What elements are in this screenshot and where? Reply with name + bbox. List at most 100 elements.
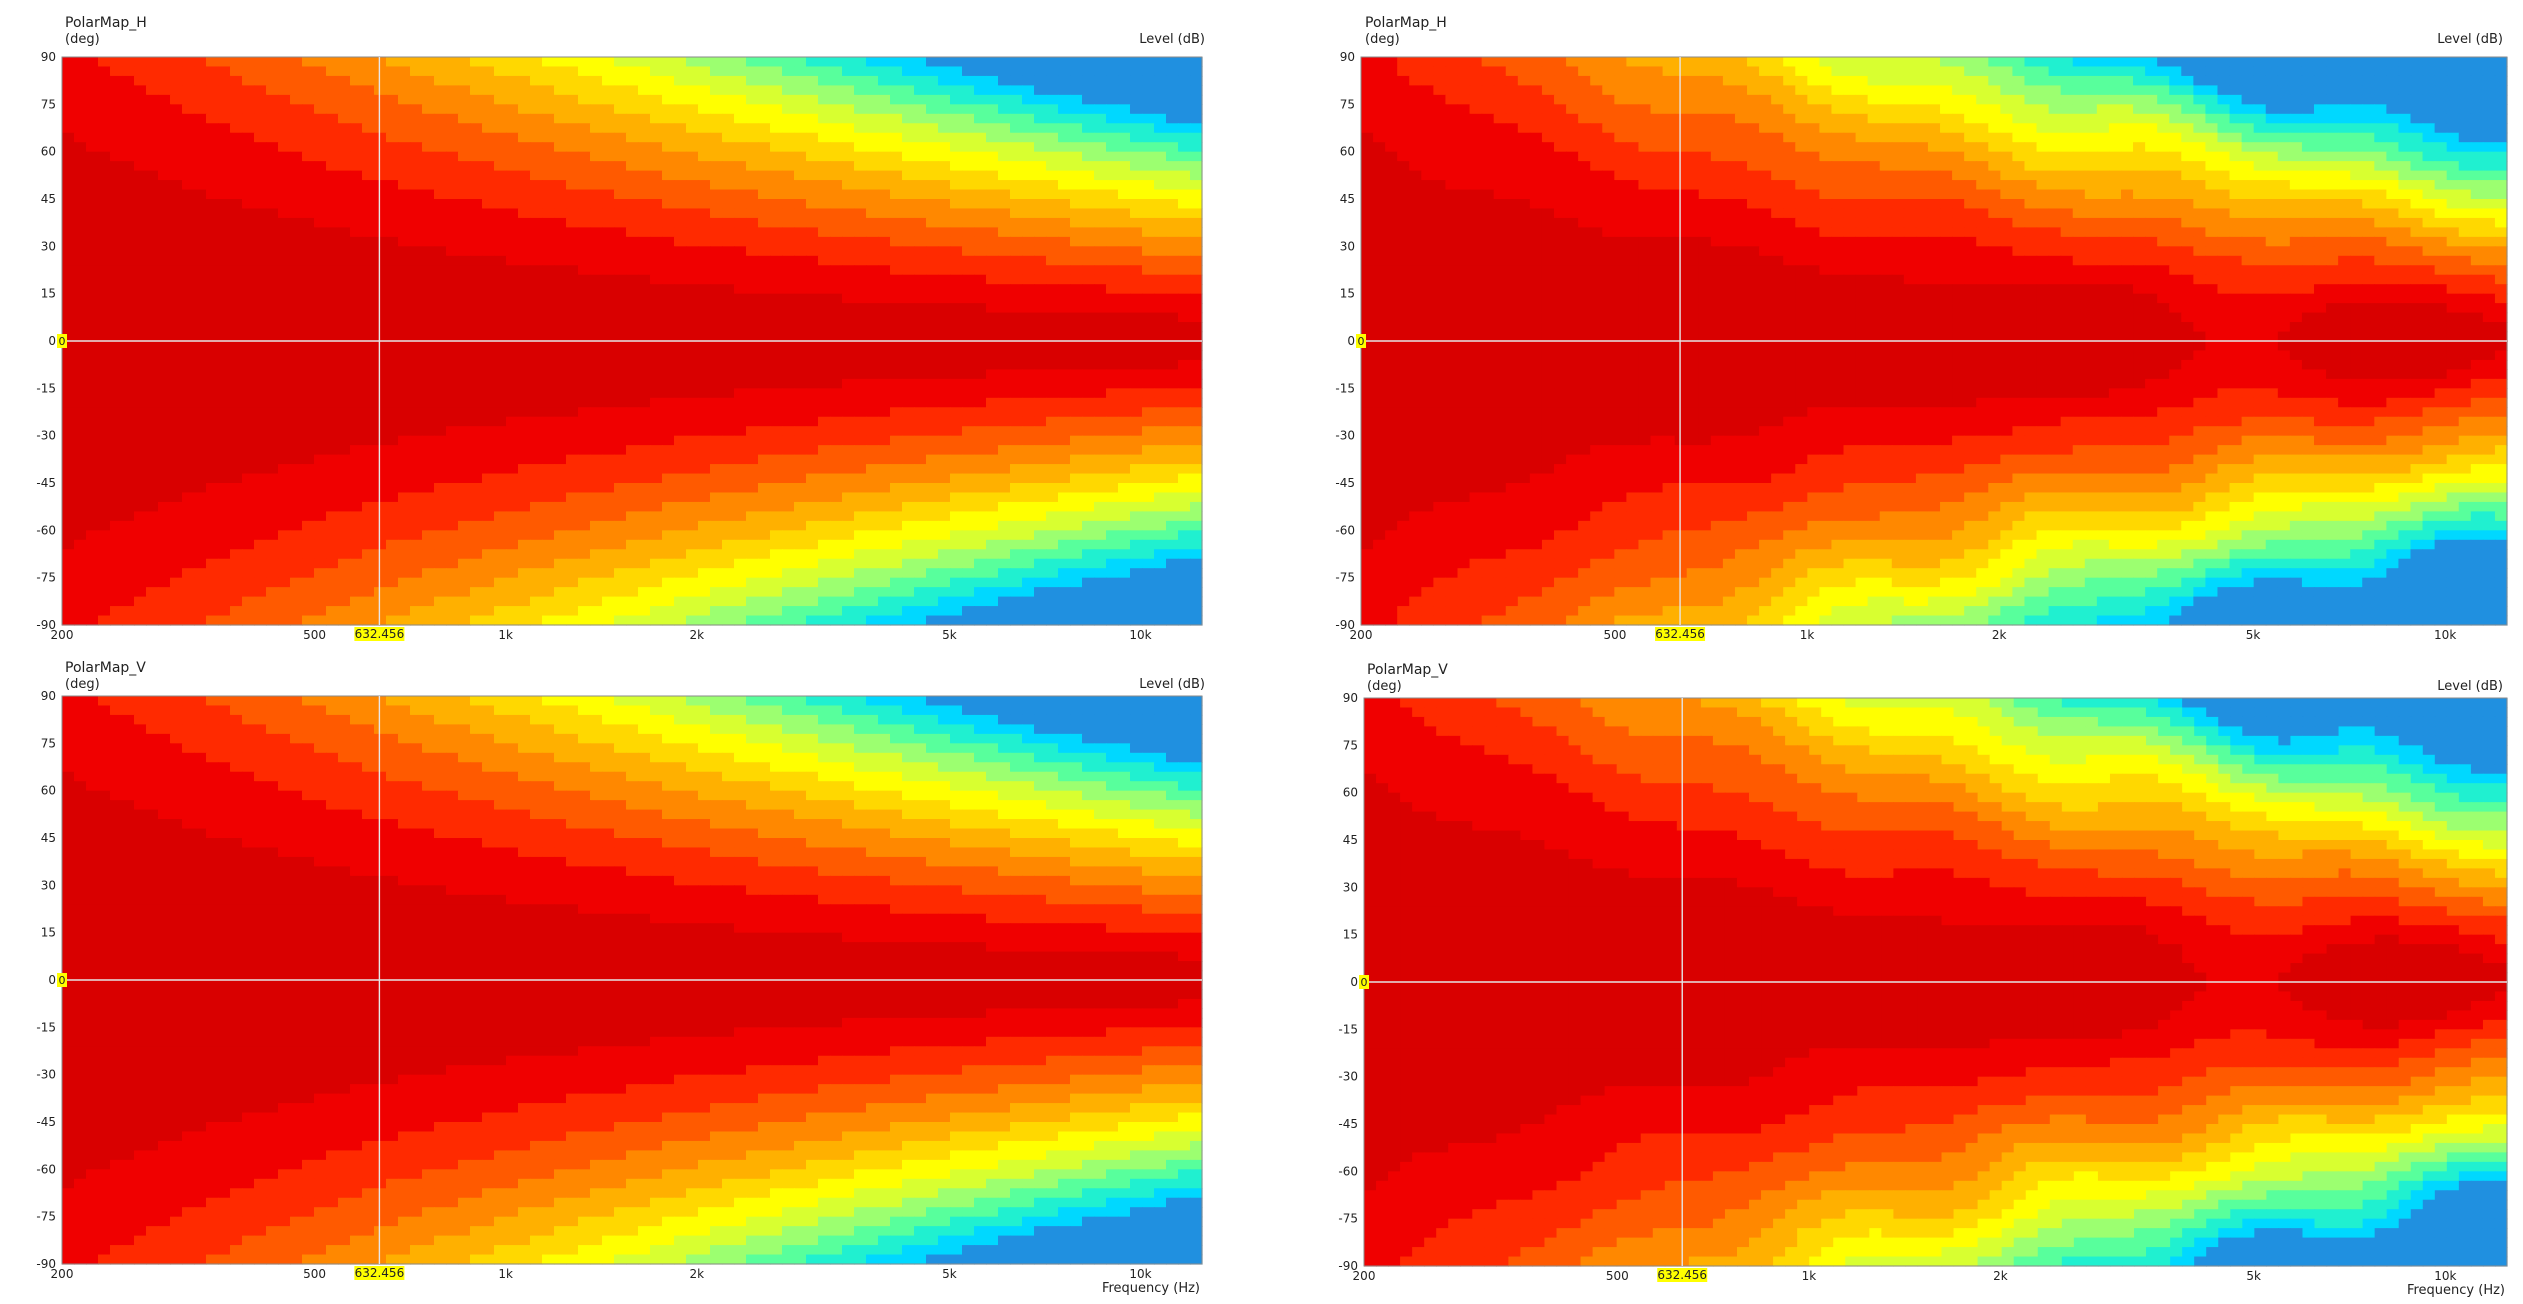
- heatmap-cell: [1010, 445, 1023, 456]
- heatmap-cell: [878, 151, 891, 162]
- heatmap-cell: [122, 66, 135, 77]
- heatmap-cell: [722, 492, 735, 503]
- heatmap-cell: [710, 104, 723, 115]
- heatmap-cell: [338, 75, 351, 86]
- heatmap-cell: [734, 170, 747, 181]
- heatmap-cell: [386, 161, 399, 172]
- heatmap-cell: [758, 303, 771, 314]
- heatmap-cell: [878, 180, 891, 191]
- heatmap-cell: [434, 265, 447, 276]
- heatmap-cell: [542, 161, 555, 172]
- heatmap-cell: [1142, 435, 1155, 446]
- heatmap-cell: [326, 331, 339, 342]
- heatmap-cell: [950, 520, 963, 531]
- heatmap-cell: [878, 227, 891, 238]
- heatmap-cell: [602, 501, 615, 512]
- heatmap-cell: [1034, 388, 1047, 399]
- heatmap-cell: [62, 492, 75, 503]
- heatmap-cell: [206, 142, 219, 153]
- heatmap-cell: [242, 530, 255, 541]
- heatmap-cell: [974, 199, 987, 210]
- heatmap-cell: [770, 454, 783, 465]
- heatmap-cell: [914, 227, 927, 238]
- heatmap-cell: [350, 274, 363, 285]
- heatmap-cell: [638, 217, 651, 228]
- heatmap-cell: [1118, 113, 1131, 124]
- heatmap-cell: [170, 94, 183, 105]
- heatmap-cell: [674, 464, 687, 475]
- heatmap-cell: [746, 151, 759, 162]
- heatmap-cell: [878, 199, 891, 210]
- heatmap-cell: [530, 284, 543, 295]
- heatmap-cell: [1034, 284, 1047, 295]
- heatmap-cell: [434, 293, 447, 304]
- heatmap-cell: [1106, 359, 1119, 370]
- heatmap-cell: [998, 85, 1011, 96]
- heatmap-cell: [842, 322, 855, 333]
- heatmap-cell: [842, 369, 855, 380]
- heatmap-cell: [194, 85, 207, 96]
- heatmap-cell: [446, 473, 459, 484]
- heatmap-cell: [950, 274, 963, 285]
- heatmap-cell: [818, 132, 831, 143]
- heatmap-cell: [194, 549, 207, 560]
- heatmap-cell: [746, 189, 759, 200]
- heatmap-cell: [506, 189, 519, 200]
- heatmap-cell: [218, 483, 231, 494]
- heatmap-cell: [86, 94, 99, 105]
- heatmap-cell: [398, 199, 411, 210]
- heatmap-cell: [458, 511, 471, 522]
- heatmap-cell: [938, 483, 951, 494]
- heatmap-cell: [1154, 369, 1167, 380]
- heatmap-cell: [146, 227, 159, 238]
- heatmap-cell: [638, 464, 651, 475]
- heatmap-cell: [950, 454, 963, 465]
- heatmap-cell: [1178, 85, 1191, 96]
- heatmap-cell: [1130, 530, 1143, 541]
- heatmap-cell: [566, 350, 579, 361]
- heatmap-cell: [890, 180, 903, 191]
- heatmap-cell: [482, 132, 495, 143]
- heatmap-cell: [794, 501, 807, 512]
- heatmap-cell: [422, 236, 435, 247]
- heatmap-cell: [542, 94, 555, 105]
- heatmap-cell: [662, 388, 675, 399]
- heatmap-cell: [1166, 378, 1179, 389]
- heatmap-cell: [86, 161, 99, 172]
- heatmap-cell: [362, 142, 375, 153]
- heatmap-cell: [554, 378, 567, 389]
- heatmap-cell: [770, 407, 783, 418]
- heatmap-cell: [170, 416, 183, 427]
- heatmap-cell: [758, 113, 771, 124]
- heatmap-cell: [926, 369, 939, 380]
- heatmap-cell: [650, 416, 663, 427]
- heatmap-cell: [1010, 151, 1023, 162]
- heatmap-cell: [854, 85, 867, 96]
- heatmap-cell: [110, 530, 123, 541]
- heatmap-cell: [350, 549, 363, 560]
- heatmap-cell: [650, 246, 663, 257]
- heatmap-cell: [758, 227, 771, 238]
- heatmap-cell: [326, 473, 339, 484]
- heatmap-cell: [362, 274, 375, 285]
- heatmap-cell: [470, 511, 483, 522]
- heatmap-cell: [758, 208, 771, 219]
- heatmap-cell: [434, 539, 447, 550]
- heatmap-cell: [338, 520, 351, 531]
- heatmap-cell: [386, 284, 399, 295]
- heatmap-cell: [830, 94, 843, 105]
- heatmap-cell: [122, 312, 135, 323]
- heatmap-cell: [1010, 274, 1023, 285]
- heatmap-cell: [1070, 208, 1083, 219]
- heatmap-cell: [86, 293, 99, 304]
- heatmap-cell: [290, 539, 303, 550]
- heatmap-cell: [890, 322, 903, 333]
- heatmap-cell: [1094, 416, 1107, 427]
- heatmap-cell: [566, 94, 579, 105]
- heatmap-cell: [86, 113, 99, 124]
- heatmap-cell: [626, 416, 639, 427]
- heatmap-cell: [878, 492, 891, 503]
- heatmap-cell: [362, 265, 375, 276]
- heatmap-cell: [254, 217, 267, 228]
